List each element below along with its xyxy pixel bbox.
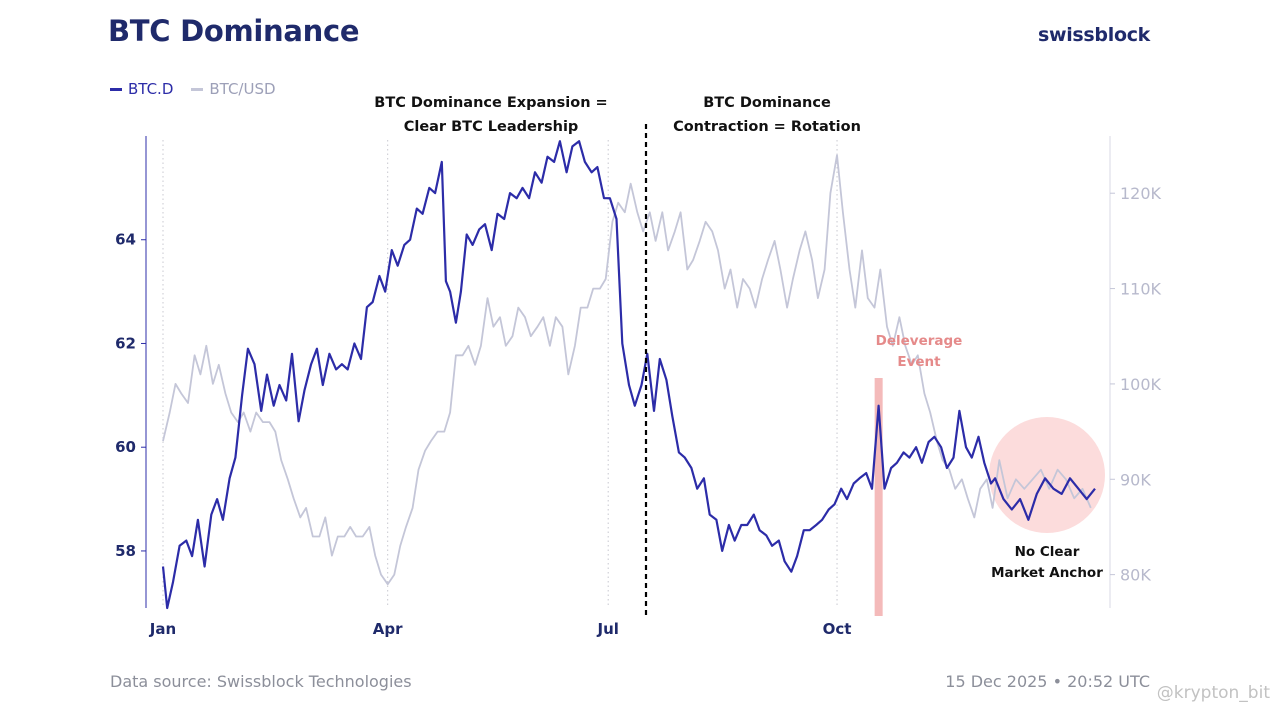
x-tick-label: Apr [373,620,403,638]
data-source: Data source: Swissblock Technologies [110,672,412,691]
anchor-circle [989,417,1105,533]
x-tick-label: Oct [823,620,852,638]
annotation-expansion: Clear BTC Leadership [404,119,579,135]
annotation-no-anchor: Market Anchor [991,565,1103,581]
deleverage-bar [874,378,883,616]
legend-item-btcusd: BTC/USD [191,80,276,98]
legend-swatch-btcd [110,87,122,91]
legend-item-btcd: BTC.D [110,80,173,98]
annotation-contraction: Contraction = Rotation [673,119,861,135]
brand-logo: swissblock [1037,24,1150,46]
legend-label-btcd: BTC.D [128,80,174,98]
chart-title: BTC Dominance [108,14,360,48]
right-tick-label: 110K [1120,280,1162,299]
timestamp: 15 Dec 2025 • 20:52 UTC [945,672,1150,691]
series-line-btcd [161,140,1096,610]
legend: BTC.D BTC/USD [110,80,276,98]
legend-label-btcusd: BTC/USD [209,80,276,98]
x-tick-label: Jan [149,620,176,638]
legend-swatch-btcusd [191,87,204,91]
annotation-deleverage: Event [897,354,941,370]
right-tick-label: 120K [1120,184,1162,203]
annotation-deleverage: Deleverage [876,333,963,349]
annotation-contraction: BTC Dominance [703,95,831,111]
right-tick-label: 100K [1120,375,1162,394]
annotation-expansion: BTC Dominance Expansion = [374,95,607,111]
right-tick-label: 90K [1120,470,1151,489]
left-tick-label: 64 [115,231,136,249]
x-tick-label: Jul [596,620,618,638]
left-tick-label: 62 [115,334,136,352]
annotation-no-anchor: No Clear [1015,544,1080,560]
left-tick-label: 60 [115,438,136,456]
left-tick-label: 58 [115,542,136,560]
right-tick-label: 80K [1120,566,1151,585]
watermark: @krypton_bit [1156,683,1270,703]
